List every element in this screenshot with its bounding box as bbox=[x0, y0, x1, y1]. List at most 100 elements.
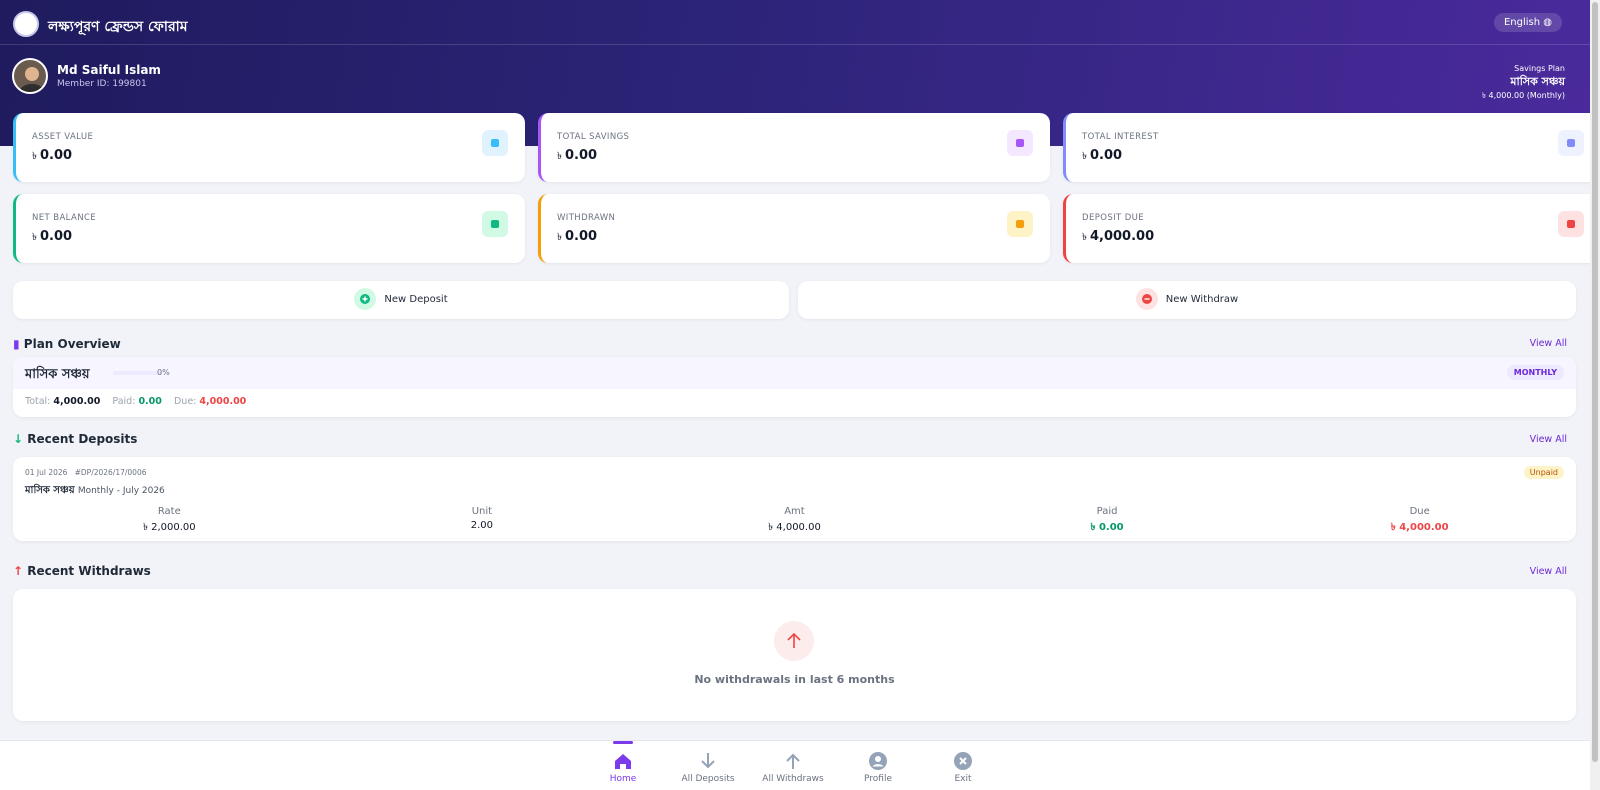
paid-label: Paid: bbox=[112, 396, 136, 407]
new-deposit-button[interactable]: New Deposit bbox=[13, 281, 789, 319]
plan-overview-card: মাসিক সঞ্চয় 0% MONTHLY Total: 4,000.00 … bbox=[13, 357, 1576, 417]
icon bbox=[354, 288, 377, 310]
currency: ৳ bbox=[1082, 151, 1087, 162]
plan-row bbox=[13, 357, 1576, 389]
column-value: 2.00 bbox=[470, 520, 494, 531]
stat-value: ৳ 0.00 bbox=[32, 229, 72, 247]
nav-icon bbox=[869, 752, 887, 770]
column-value: ৳ 4,000.00 bbox=[768, 522, 821, 533]
nav-label: Exit bbox=[954, 774, 972, 784]
amount: 0.00 bbox=[1089, 148, 1123, 163]
stat-label: TOTAL SAVINGS bbox=[557, 132, 630, 142]
savings-plan: Savings Plan মাসিক সঞ্চয় ৳ 4,000.00 (Mo… bbox=[1482, 62, 1565, 102]
avatar bbox=[12, 58, 48, 94]
column-value: ৳ 4,000.00 bbox=[1390, 522, 1449, 533]
button-label: New Withdraw bbox=[1165, 294, 1239, 305]
nav-item[interactable]: Exit bbox=[923, 741, 1003, 784]
amount: 0.00 bbox=[564, 148, 598, 163]
stat-label: TOTAL INTEREST bbox=[1082, 132, 1159, 142]
plan-label: Savings Plan bbox=[1514, 64, 1565, 73]
deposit-meta: 01 Jul 2026 #DP/2026/17/0006 bbox=[25, 468, 147, 477]
nav-label: All Deposits bbox=[681, 774, 735, 784]
stat-label: NET BALANCE bbox=[32, 213, 97, 223]
currency: ৳ bbox=[557, 151, 562, 162]
app-title: লক্ষ্যপূরণ ফ্রেন্ডস ফোরাম bbox=[48, 19, 188, 35]
empty-icon bbox=[774, 621, 814, 661]
nav-icon bbox=[701, 753, 715, 769]
scrollbar[interactable] bbox=[1590, 0, 1600, 790]
due-value: 4,000.00 bbox=[199, 396, 247, 407]
column-value: ৳ 0.00 bbox=[1090, 522, 1124, 533]
plan-name: মাসিক সঞ্চয় bbox=[1510, 75, 1565, 88]
view-all-link[interactable]: View All bbox=[1529, 338, 1567, 349]
title-text: Recent Deposits bbox=[27, 432, 138, 446]
withdraw-card: No withdrawals in last 6 months bbox=[13, 589, 1576, 721]
section-title: ↑ Recent Withdraws bbox=[13, 564, 151, 578]
stat-card: NET BALANCE ৳ 0.00 bbox=[13, 194, 525, 263]
total-label: Total: bbox=[25, 396, 51, 407]
nav-item[interactable]: Profile bbox=[838, 741, 918, 784]
progress-track bbox=[113, 371, 163, 375]
title-text: Plan Overview bbox=[23, 337, 121, 351]
stat-icon bbox=[482, 211, 508, 237]
button-label: New Deposit bbox=[384, 294, 448, 305]
icon bbox=[1135, 288, 1158, 310]
currency: ৳ bbox=[32, 232, 37, 243]
currency: ৳ bbox=[32, 151, 37, 162]
plan-name: মাসিক সঞ্চয় bbox=[25, 367, 90, 382]
top-bar: লক্ষ্যপূরণ ফ্রেন্ডস ফোরাম English ◍ bbox=[0, 0, 1590, 45]
frequency-badge: MONTHLY bbox=[1506, 365, 1564, 380]
member-id: Member ID: 199801 bbox=[57, 79, 147, 89]
view-all-link[interactable]: View All bbox=[1529, 566, 1567, 577]
nav-label: Home bbox=[609, 774, 637, 784]
stat-card: DEPOSIT DUE ৳ 4,000.00 bbox=[1063, 194, 1600, 263]
amount: 0.00 bbox=[39, 148, 73, 163]
progress-label: 0% bbox=[157, 368, 170, 377]
view-all-link[interactable]: View All bbox=[1529, 434, 1567, 445]
scroll-thumb bbox=[1592, 2, 1598, 762]
nav-label: All Withdraws bbox=[762, 774, 824, 784]
new-withdraw-button[interactable]: New Withdraw bbox=[798, 281, 1576, 319]
icon bbox=[1567, 139, 1575, 147]
deposit-ref: #DP/2026/17/0006 bbox=[74, 468, 147, 477]
icon bbox=[491, 139, 499, 147]
deposit-plan: মাসিক সঞ্চয় Monthly - July 2026 bbox=[25, 483, 165, 500]
nav-item[interactable]: All Deposits bbox=[668, 741, 748, 784]
column-label: Due bbox=[1409, 506, 1430, 517]
stat-icon bbox=[1558, 130, 1584, 156]
stat-icon bbox=[1558, 211, 1584, 237]
deposit-date: 01 Jul 2026 bbox=[25, 468, 68, 477]
amount: 0.00 bbox=[39, 229, 73, 244]
stat-card: ASSET VALUE ৳ 0.00 bbox=[13, 113, 525, 182]
deposit-columns: Rate ৳ 2,000.00 Unit 2.00 Amt ৳ 4,000.00 Paid ৳… bbox=[13, 506, 1576, 537]
due-label: Due: bbox=[173, 396, 197, 407]
stat-card: TOTAL SAVINGS ৳ 0.00 bbox=[538, 113, 1050, 182]
amount: 0.00 bbox=[564, 229, 598, 244]
column-label: Paid bbox=[1096, 506, 1118, 517]
plan-amount: ৳ 4,000.00 (Monthly) bbox=[1482, 91, 1565, 100]
stat-icon bbox=[482, 130, 508, 156]
column-label: Unit bbox=[471, 506, 493, 517]
logo bbox=[13, 11, 39, 37]
stat-icon bbox=[1007, 130, 1033, 156]
section-title: ▮ Plan Overview bbox=[13, 337, 121, 351]
nav-item[interactable]: Home bbox=[583, 741, 663, 784]
currency: ৳ bbox=[557, 232, 562, 243]
active-indicator bbox=[613, 741, 633, 744]
nav-item[interactable]: All Withdraws bbox=[753, 741, 833, 784]
plan-totals: Total: 4,000.00 Paid: 0.00 Due: 4,000.00 bbox=[25, 396, 246, 407]
stat-card: WITHDRAWN ৳ 0.00 bbox=[538, 194, 1050, 263]
deposit-column: Amt ৳ 4,000.00 bbox=[638, 506, 951, 537]
stat-value: ৳ 0.00 bbox=[32, 148, 72, 166]
nav-icon bbox=[615, 754, 631, 769]
stat-value: ৳ 4,000.00 bbox=[1082, 229, 1154, 247]
deposit-card[interactable]: 01 Jul 2026 #DP/2026/17/0006 মাসিক সঞ্চয… bbox=[13, 457, 1576, 541]
paid-value: 0.00 bbox=[138, 396, 162, 407]
status-badge: Unpaid bbox=[1523, 466, 1564, 479]
column-value: ৳ 2,000.00 bbox=[142, 522, 196, 533]
language-switch[interactable]: English ◍ bbox=[1493, 13, 1562, 32]
nav-label: Profile bbox=[864, 774, 892, 784]
currency: ৳ bbox=[1082, 232, 1087, 243]
amount: 4,000.00 bbox=[1089, 229, 1155, 244]
